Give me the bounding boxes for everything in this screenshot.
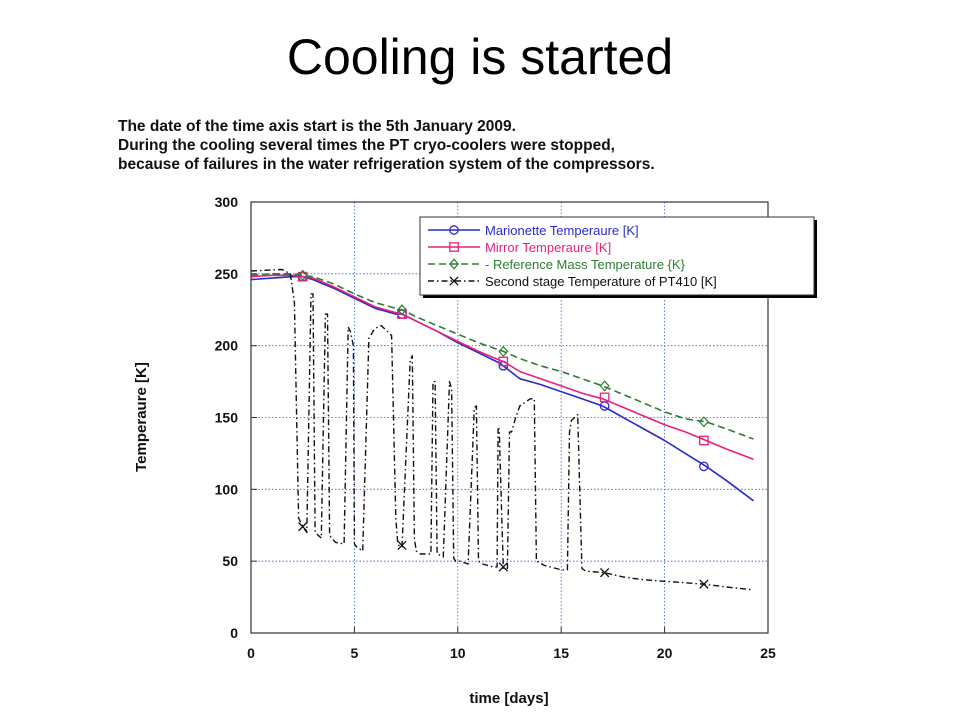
caption-line: because of failures in the water refrige… (118, 156, 655, 173)
y-tick-label: 100 (215, 481, 239, 497)
legend-entry: Mirror Temperaure [K] (485, 240, 611, 255)
x-tick-label: 10 (450, 645, 466, 661)
data-point (297, 271, 308, 282)
caption-line: During the cooling several times the PT … (118, 137, 615, 154)
x-tick-label: 25 (760, 645, 776, 661)
x-axis-label: time [days] (469, 690, 548, 707)
legend-box (419, 216, 815, 296)
data-point (699, 461, 709, 472)
x-tick-label: 15 (553, 645, 569, 661)
legend-marker (449, 276, 459, 286)
data-point (599, 392, 610, 403)
data-point (298, 522, 308, 532)
legend: Marionette Temperaure [K] Mirror Temperau… (419, 216, 817, 298)
y-axis-label: Temperaure [K] (133, 362, 150, 472)
legend-entry: Second stage Temperature of PT410 [K] (485, 274, 717, 289)
y-tick-label: 250 (215, 266, 239, 282)
legend-marker (449, 242, 459, 252)
data-point (698, 416, 709, 428)
series-line-2 (250, 274, 754, 460)
x-tick-label: 5 (351, 645, 359, 661)
data-point (599, 380, 610, 392)
legend-entry: Marionette Temperaure [K] (485, 223, 639, 238)
y-tick-label: 300 (215, 194, 239, 210)
data-point (297, 269, 308, 281)
data-point (396, 304, 407, 316)
y-tick-label: 0 (230, 625, 238, 641)
data-point (397, 540, 407, 551)
x-tick-label: 0 (247, 645, 255, 661)
x-tick-label: 20 (657, 645, 673, 661)
data-point (498, 345, 509, 358)
series-line-1 (250, 275, 754, 502)
legend-marker (449, 225, 459, 235)
chart-caption: The date of the time axis start is the 5… (118, 117, 838, 174)
caption-line: The date of the time axis start is the 5… (118, 118, 516, 135)
y-tick-label: 50 (222, 553, 238, 569)
series-line-4 (250, 268, 754, 591)
slide-title: Cooling is started (286, 29, 674, 85)
series-layer (250, 268, 754, 591)
data-point (699, 579, 709, 589)
legend-marker (448, 258, 460, 270)
y-tick-label: 200 (215, 338, 239, 354)
y-tick-label: 150 (215, 410, 239, 426)
data-point (599, 568, 610, 578)
legend-entry: - Reference Mass Temperature {K} (485, 257, 686, 272)
data-point (498, 356, 509, 367)
data-point (699, 435, 709, 446)
data-point (498, 562, 508, 572)
